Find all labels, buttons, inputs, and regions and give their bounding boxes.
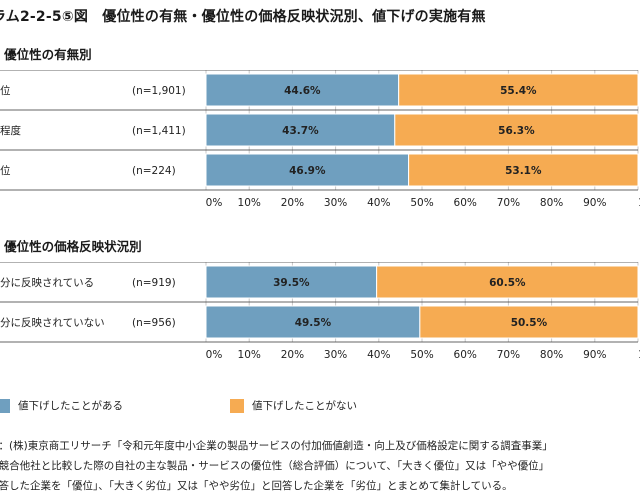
tick-label: 70%	[497, 349, 520, 361]
category-label: 位	[0, 84, 11, 97]
legend-swatch-orange	[230, 398, 244, 413]
note-definition-1: 2)競合他社と比較した際の自社の主な製品・サービスの優位性（総合評価）について、…	[0, 460, 550, 472]
tick-label: 90%	[583, 349, 606, 361]
chart-svg: 44.6% 55.4% 位 (n=1,901) 43.7% 56.3% 程度 (n=1,411…	[0, 70, 640, 209]
bar-segment	[376, 265, 639, 299]
category-label: 分に反映されている	[0, 277, 94, 289]
figure-title: ラム2-2-5⑤図 優位性の有無・優位性の価格反映状況別、値下げの実施有無	[0, 9, 486, 25]
tick-label: 30%	[324, 349, 347, 361]
tick-label: 60%	[454, 349, 477, 361]
chart-advantage: 44.6% 55.4% 位 (n=1,901) 43.7% 56.3% 程度 (n=1,411…	[0, 70, 640, 220]
tick-label: 80%	[540, 349, 563, 361]
data-label: 53.1%	[505, 165, 542, 177]
tick-label: 40%	[367, 349, 390, 361]
section-title-advantage: ) 優位性の有無別	[0, 47, 92, 62]
note-source: 料：(株)東京商工リサーチ「令和元年度中小企業の製品サービスの付加価値創造・向上…	[0, 440, 553, 452]
n-label: (n=224)	[132, 165, 176, 177]
tick-label: 40%	[367, 197, 390, 209]
tick-label: 0%	[206, 349, 223, 361]
chart-price-reflection: 39.5% 60.5% 分に反映されている (n=919) 49.5% 50.5% 分に反映…	[0, 262, 640, 382]
category-label: 位	[0, 164, 11, 177]
tick-label: 50%	[410, 197, 433, 209]
data-label: 39.5%	[273, 277, 310, 289]
tick-label: 0%	[206, 197, 223, 209]
data-label: 46.9%	[289, 165, 326, 177]
bar-segment	[398, 73, 639, 107]
n-label: (n=1,901)	[132, 85, 186, 97]
tick-label: 60%	[454, 197, 477, 209]
tick-label: 10%	[238, 349, 261, 361]
tick-label: 80%	[540, 197, 563, 209]
bar-segment	[408, 153, 639, 187]
tick-label: 100%	[638, 197, 640, 209]
legend: 値下げしたことがある 値下げしたことがない	[0, 398, 640, 418]
tick-label: 100%	[638, 349, 640, 361]
data-label: 43.7%	[282, 125, 319, 137]
n-label: (n=956)	[132, 317, 176, 329]
data-label: 60.5%	[489, 277, 526, 289]
bar-segment	[205, 305, 421, 339]
notes: 料：(株)東京商工リサーチ「令和元年度中小企業の製品サービスの付加価値創造・向上…	[0, 436, 553, 496]
data-label: 49.5%	[295, 317, 332, 329]
legend-item-reduced: 値下げしたことがある	[0, 398, 123, 413]
legend-item-not-reduced: 値下げしたことがない	[230, 398, 357, 413]
tick-label: 90%	[583, 197, 606, 209]
bar-segment	[394, 113, 639, 147]
tick-label: 20%	[281, 349, 304, 361]
data-label: 55.4%	[500, 85, 537, 97]
legend-label-reduced: 値下げしたことがある	[18, 400, 123, 412]
tick-label: 10%	[238, 197, 261, 209]
tick-label: 70%	[497, 197, 520, 209]
data-label: 50.5%	[511, 317, 548, 329]
bar-segment	[419, 305, 639, 339]
legend-swatch-blue	[0, 398, 10, 413]
category-label: 分に反映されていない	[0, 317, 105, 329]
tick-label: 30%	[324, 197, 347, 209]
tick-label: 50%	[410, 349, 433, 361]
category-label: 程度	[0, 124, 21, 137]
note-definition-2: 回答した企業を「優位」、「大きく劣位」又は「やや劣位」と回答した企業を「劣位」と…	[0, 480, 513, 492]
tick-label: 20%	[281, 197, 304, 209]
bar-segment	[205, 113, 396, 147]
data-label: 44.6%	[284, 85, 321, 97]
data-label: 56.3%	[498, 125, 535, 137]
n-label: (n=1,411)	[132, 125, 186, 137]
n-label: (n=919)	[132, 277, 176, 289]
chart-svg: 39.5% 60.5% 分に反映されている (n=919) 49.5% 50.5% 分に反映…	[0, 262, 640, 361]
legend-label-not-reduced: 値下げしたことがない	[252, 400, 357, 412]
section-title-price-reflection: ) 優位性の価格反映状況別	[0, 239, 142, 254]
bar-segment	[205, 265, 378, 299]
